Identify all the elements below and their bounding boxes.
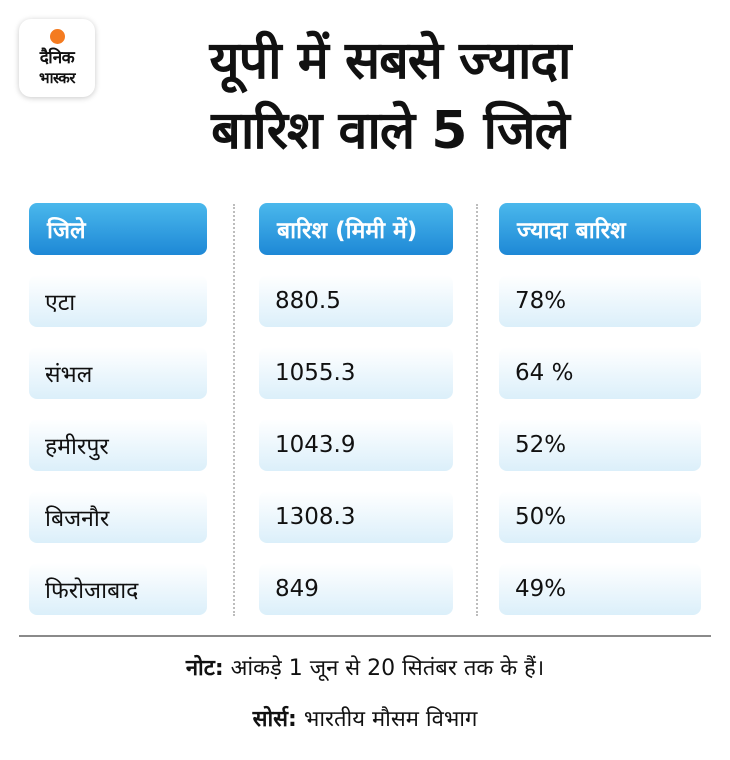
district-cell: संभल: [29, 347, 207, 399]
district-cell: बिजनौर: [29, 491, 207, 543]
header-excess: ज्यादा बारिश: [499, 203, 701, 255]
rainfall-cell: 880.5: [259, 275, 453, 327]
rainfall-cell: 1055.3: [259, 347, 453, 399]
logo-line1: दैनिक: [39, 48, 75, 68]
excess-cell: 49%: [499, 563, 701, 615]
brand-logo: दैनिक भास्कर: [19, 19, 95, 97]
district-cell: हमीरपुर: [29, 419, 207, 471]
note-label: नोट:: [185, 656, 224, 681]
excess-cell: 52%: [499, 419, 701, 471]
rainfall-cell: 1043.9: [259, 419, 453, 471]
rainfall-column: बारिश (मिमी में) 880.5 1055.3 1043.9 130…: [259, 203, 453, 615]
excess-cell: 64 %: [499, 347, 701, 399]
source-label: सोर्स:: [252, 707, 297, 732]
note-text: आंकड़े 1 जून से 20 सितंबर तक के हैं।: [230, 656, 545, 681]
source-text: भारतीय मौसम विभाग: [303, 707, 478, 732]
logo-line2: भास्कर: [39, 69, 75, 87]
column-divider: [233, 204, 235, 616]
excess-column: ज्यादा बारिश 78% 64 % 52% 50% 49%: [499, 203, 701, 615]
excess-cell: 78%: [499, 275, 701, 327]
source-line: सोर्स: भारतीय मौसम विभाग: [0, 703, 730, 733]
district-cell: एटा: [29, 275, 207, 327]
header-district: जिले: [29, 203, 207, 255]
district-cell: फिरोजाबाद: [29, 563, 207, 615]
page-title: यूपी में सबसे ज्यादा बारिश वाले 5 जिले: [110, 26, 670, 166]
excess-cell: 50%: [499, 491, 701, 543]
footer-divider: [19, 635, 711, 637]
rainfall-cell: 849: [259, 563, 453, 615]
header-rainfall: बारिश (मिमी में): [259, 203, 453, 255]
note-line: नोट: आंकड़े 1 जून से 20 सितंबर तक के हैं…: [0, 652, 730, 682]
column-divider: [476, 204, 478, 616]
title-line1: यूपी में सबसे ज्यादा: [209, 31, 571, 91]
rainfall-cell: 1308.3: [259, 491, 453, 543]
district-column: जिले एटा संभल हमीरपुर बिजनौर फिरोजाबाद: [29, 203, 207, 615]
title-line2: बारिश वाले 5 जिले: [211, 101, 570, 161]
sun-icon: [50, 29, 65, 44]
